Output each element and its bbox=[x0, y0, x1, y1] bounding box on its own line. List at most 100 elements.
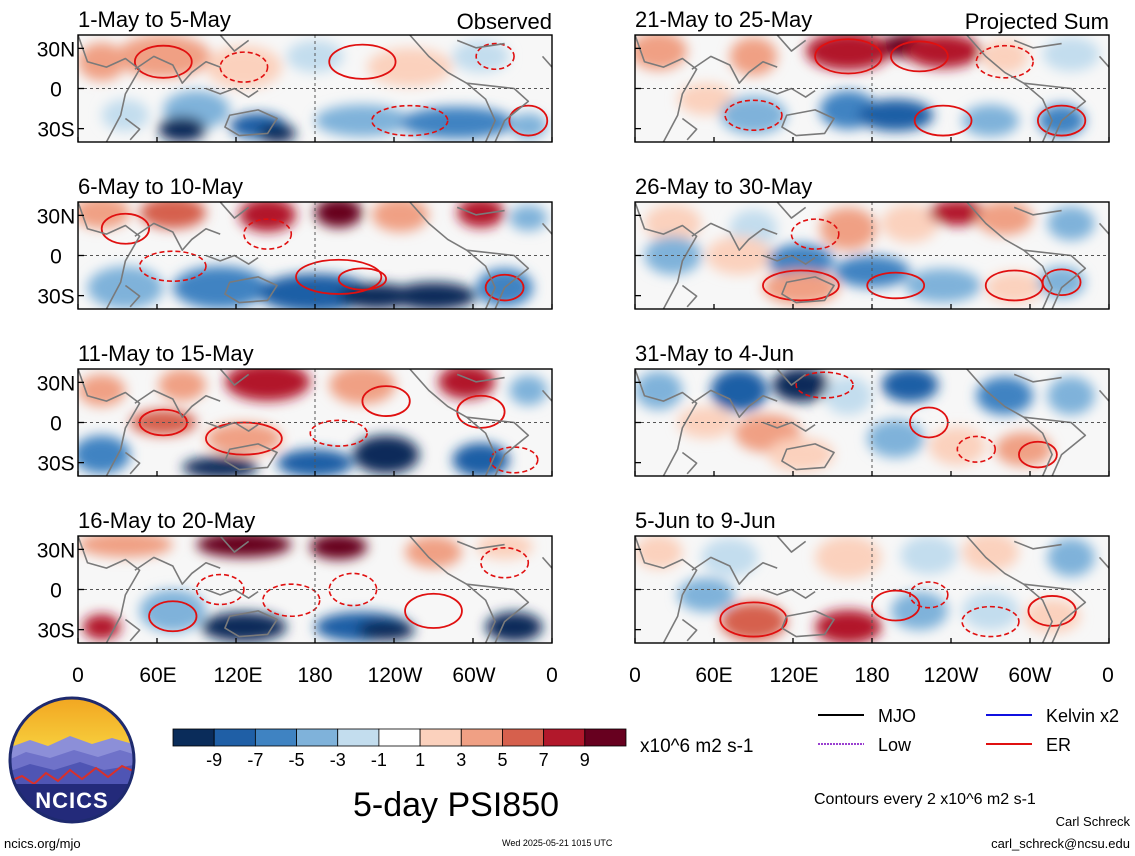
er-contour bbox=[138, 250, 207, 282]
panel-frame bbox=[634, 201, 1110, 310]
er-contour bbox=[475, 42, 515, 71]
map-panel: 5-Jun to 9-Jun bbox=[634, 508, 1110, 644]
er-contour bbox=[404, 592, 463, 629]
legend-label: Kelvin x2 bbox=[1046, 706, 1119, 726]
x-tick-label: 60E bbox=[139, 664, 176, 687]
anomaly-blob bbox=[509, 205, 548, 231]
colorbar-unit: x10^6 m2 s-1 bbox=[640, 736, 753, 757]
coastlines bbox=[78, 202, 552, 309]
anomaly-blob bbox=[824, 376, 872, 416]
x-tick-label: 0 bbox=[629, 664, 641, 687]
panel-frame bbox=[77, 34, 553, 143]
anomaly-field bbox=[78, 202, 552, 309]
anomaly-blob bbox=[905, 35, 982, 69]
anomaly-blob bbox=[890, 591, 948, 631]
anomaly-blob bbox=[677, 406, 735, 439]
anomaly-blob bbox=[78, 536, 173, 558]
er-contour bbox=[328, 572, 378, 607]
y-tick-label: 30N bbox=[37, 205, 76, 228]
anomaly-field bbox=[635, 35, 1109, 142]
logo-text: NCICS bbox=[35, 788, 108, 813]
y-tick-label: 30N bbox=[37, 539, 76, 562]
er-contour bbox=[814, 38, 883, 75]
anomaly-blob bbox=[158, 116, 206, 142]
anomaly-blob bbox=[767, 437, 835, 472]
er-contour bbox=[262, 583, 321, 618]
er-contour bbox=[205, 421, 283, 456]
timestamp: Wed 2025-05-21 1015 UTC bbox=[502, 838, 613, 848]
anomaly-blob bbox=[985, 271, 1043, 304]
anomaly-blob bbox=[976, 202, 1034, 236]
colorbar-swatch bbox=[337, 728, 380, 747]
anomaly-blob bbox=[196, 536, 292, 558]
colorbar-tick-label: 3 bbox=[456, 750, 466, 770]
anomaly-blob bbox=[995, 432, 1053, 467]
panel-frame bbox=[77, 368, 553, 477]
er-contour bbox=[195, 573, 245, 606]
colorbar-tick-label: -9 bbox=[206, 750, 222, 770]
anomaly-blob bbox=[485, 611, 543, 642]
er-contour bbox=[100, 212, 150, 245]
y-tick-label: 0 bbox=[50, 580, 62, 603]
panel-frame bbox=[634, 368, 1110, 477]
er-contour bbox=[1041, 268, 1082, 296]
colorbar-swatch bbox=[460, 728, 503, 747]
y-tick-label: 30N bbox=[37, 38, 76, 61]
panel-title: 16-May to 20-May bbox=[78, 508, 255, 533]
colorbar-swatch bbox=[502, 728, 545, 747]
y-tick-label: 30S bbox=[37, 620, 74, 643]
er-contour bbox=[909, 581, 949, 609]
er-contour bbox=[913, 104, 973, 137]
panel-frame bbox=[77, 535, 553, 644]
panel-frame bbox=[77, 201, 553, 310]
anomaly-blob bbox=[635, 35, 688, 71]
anomaly-blob bbox=[367, 47, 453, 87]
anomaly-blob bbox=[315, 202, 363, 228]
anomaly-blob bbox=[452, 40, 510, 73]
colorbar-tick-label: 9 bbox=[580, 750, 590, 770]
anomaly-blob bbox=[867, 419, 925, 458]
legend-label: Low bbox=[878, 735, 912, 755]
anomaly-blob bbox=[1042, 37, 1100, 72]
x-axis-labels-right: 0 60E 120E 180 120W 60W 0 bbox=[629, 664, 1114, 687]
anomaly-blob bbox=[277, 449, 353, 476]
anomaly-blob bbox=[182, 456, 259, 476]
y-tick-label: 0 bbox=[50, 413, 62, 436]
anomaly-blob bbox=[815, 536, 882, 579]
anomaly-blob bbox=[857, 99, 934, 132]
er-contour bbox=[790, 218, 840, 250]
anomaly-blob bbox=[101, 99, 150, 132]
anomaly-blob bbox=[1047, 206, 1095, 241]
x-tick-label: 180 bbox=[854, 664, 889, 687]
map-panel: 21-May to 25-May Projected Sum bbox=[634, 7, 1110, 143]
map-panel: 1-May to 5-May Observed 30N 0 30S bbox=[37, 7, 553, 143]
anomaly-blob bbox=[239, 202, 297, 232]
anomaly-blob bbox=[78, 42, 126, 82]
er-contour bbox=[890, 40, 949, 73]
anomaly-blob bbox=[981, 39, 1029, 74]
y-tick-label: 30S bbox=[37, 286, 74, 309]
anomaly-blob bbox=[772, 369, 830, 403]
y-tick-label: 30S bbox=[37, 453, 74, 476]
anomaly-blob bbox=[405, 536, 462, 569]
anomaly-blob bbox=[1037, 266, 1086, 299]
er-contour bbox=[762, 269, 840, 302]
anomaly-blob bbox=[201, 611, 287, 642]
colorbar-swatch bbox=[296, 728, 339, 747]
er-contour bbox=[1018, 440, 1058, 469]
er-contour bbox=[795, 371, 854, 399]
anomaly-blob bbox=[962, 104, 1019, 137]
site-url: ncics.org/mjo bbox=[4, 836, 81, 851]
x-tick-label: 0 bbox=[546, 664, 558, 687]
anomaly-field bbox=[78, 536, 552, 643]
anomaly-blob bbox=[881, 369, 939, 403]
map-panel: 26-May to 30-May bbox=[634, 174, 1110, 310]
anomaly-blob bbox=[371, 202, 429, 232]
colorbar-swatch bbox=[543, 728, 586, 747]
legend-label: MJO bbox=[878, 706, 916, 726]
colorbar-swatch bbox=[254, 728, 297, 747]
y-tick-label: 30S bbox=[37, 119, 74, 142]
